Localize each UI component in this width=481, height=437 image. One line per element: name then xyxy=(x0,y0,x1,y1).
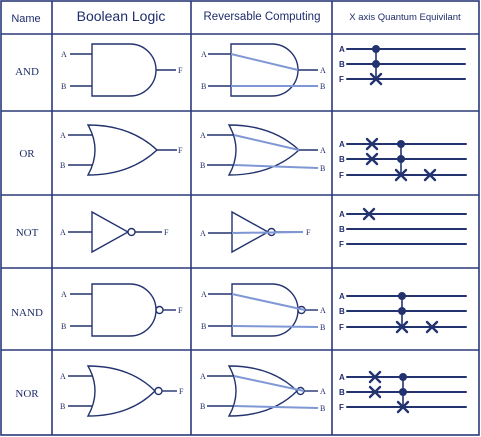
pin-label: A xyxy=(339,292,345,301)
pin-label: B xyxy=(200,402,205,411)
quantum-not-circuit xyxy=(346,207,467,245)
reversable-nand-gate xyxy=(208,283,319,337)
pin-label: B xyxy=(200,161,205,170)
pin-label: A xyxy=(201,290,207,299)
header-quantum-equivalent: X axis Quantum Equivilant xyxy=(349,12,461,23)
nand-gate-symbol xyxy=(70,283,176,337)
pin-label: A xyxy=(60,131,66,140)
pin-label: B xyxy=(60,402,65,411)
pin-label: A xyxy=(201,50,207,59)
quantum-nand-circuit xyxy=(346,292,467,334)
pin-label: B xyxy=(320,164,325,173)
pin-label: B xyxy=(339,388,345,397)
reversable-pin-labels: A B A B A B A B A F A B A B A B A B xyxy=(200,50,326,413)
pin-label: B xyxy=(61,322,66,331)
row-name-nand: NAND xyxy=(11,307,43,319)
pin-label: A xyxy=(200,131,206,140)
pin-label: B xyxy=(320,323,325,332)
pin-label: F xyxy=(179,387,184,396)
pin-label: A xyxy=(339,140,345,149)
quantum-and-circuit xyxy=(346,45,466,86)
pin-label: F xyxy=(306,228,311,237)
quantum-pin-labels: A B F A B F A B F A B F A B F xyxy=(339,45,345,412)
row-name-or: OR xyxy=(19,148,35,160)
header-reversable-computing: Reversable Computing xyxy=(204,11,321,23)
pin-label: A xyxy=(320,306,326,315)
pin-label: B xyxy=(201,82,206,91)
pin-label: F xyxy=(339,403,344,412)
pin-label: A xyxy=(61,290,67,299)
quantum-or-circuit xyxy=(346,137,467,182)
reversable-not-gate xyxy=(208,210,304,254)
pin-label: A xyxy=(320,146,326,155)
pin-label: B xyxy=(339,225,345,234)
pin-label: F xyxy=(164,228,169,237)
pin-label: F xyxy=(178,146,183,155)
row-name-not: NOT xyxy=(16,227,39,239)
quantum-nor-circuit xyxy=(346,370,467,414)
pin-label: A xyxy=(200,372,206,381)
pin-label: B xyxy=(320,82,325,91)
pin-label: B xyxy=(339,155,345,164)
pin-label: A xyxy=(320,66,326,75)
pin-label: A xyxy=(339,210,345,219)
pin-label: B xyxy=(60,161,65,170)
pin-label: A xyxy=(339,45,345,54)
reversable-and-gate xyxy=(208,43,318,97)
pin-label: A xyxy=(61,50,67,59)
pin-label: F xyxy=(178,306,183,315)
header-boolean-logic: Boolean Logic xyxy=(77,8,166,24)
pin-label: F xyxy=(339,75,344,84)
reversable-nor-gate xyxy=(207,365,319,417)
reversable-or-gate xyxy=(207,124,319,176)
pin-label: F xyxy=(339,171,344,180)
pin-label: B xyxy=(320,404,325,413)
pin-label: F xyxy=(339,323,344,332)
pin-label: B xyxy=(201,322,206,331)
or-gate-symbol xyxy=(68,124,177,176)
row-name-and: AND xyxy=(15,66,39,78)
pin-label: A xyxy=(320,387,326,396)
pin-label: F xyxy=(178,66,183,75)
pin-label: A xyxy=(200,229,206,238)
pin-label: A xyxy=(60,372,66,381)
and-gate-symbol xyxy=(70,43,176,97)
pin-label: B xyxy=(61,82,66,91)
row-name-nor: NOR xyxy=(15,388,39,400)
pin-label: F xyxy=(339,240,344,249)
not-gate-symbol xyxy=(68,210,162,254)
boolean-pin-labels: A B F A B F A F A B F A B F xyxy=(60,50,184,411)
pin-label: B xyxy=(339,60,345,69)
header-name: Name xyxy=(11,13,40,25)
pin-label: B xyxy=(339,307,345,316)
pin-label: A xyxy=(339,373,345,382)
nor-gate-symbol xyxy=(68,365,177,417)
pin-label: A xyxy=(60,228,66,237)
